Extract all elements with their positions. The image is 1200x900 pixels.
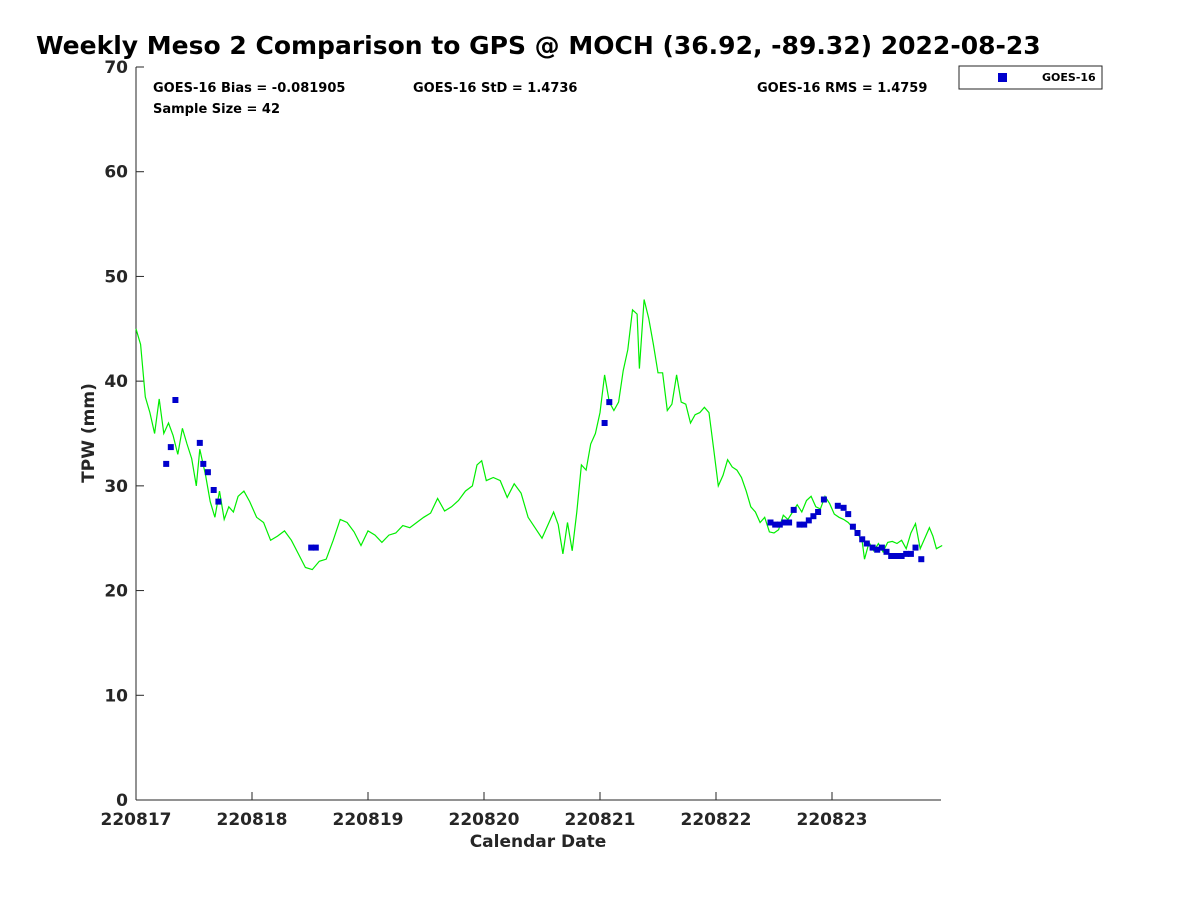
goes16-point bbox=[767, 519, 774, 526]
series-layer bbox=[135, 299, 943, 571]
x-axis-label: Calendar Date bbox=[470, 832, 607, 852]
x-tick-label: 220823 bbox=[797, 810, 868, 830]
goes16-point bbox=[215, 498, 222, 505]
y-tick-label: 70 bbox=[104, 58, 128, 78]
goes16-point bbox=[903, 550, 910, 557]
legend: GOES-16 bbox=[958, 65, 1103, 90]
goes16-point bbox=[810, 513, 817, 520]
std-stat: GOES-16 StD = 1.4736 bbox=[413, 81, 577, 96]
sample-size-stat: Sample Size = 42 bbox=[153, 102, 280, 117]
goes16-point bbox=[781, 519, 788, 526]
goes16-point bbox=[312, 544, 319, 551]
goes16-point bbox=[606, 399, 613, 406]
x-tick-label: 220817 bbox=[101, 810, 172, 830]
y-tick-label: 40 bbox=[104, 372, 128, 392]
goes16-point bbox=[805, 517, 812, 524]
legend-label-goes16: GOES-16 bbox=[1042, 71, 1096, 84]
y-axis-label: TPW (mm) bbox=[79, 383, 99, 483]
y-axis-ticks: 0 10 20 30 40 50 60 70 bbox=[104, 58, 144, 811]
goes16-point bbox=[796, 521, 803, 528]
goes16-point bbox=[854, 530, 861, 536]
goes16-point bbox=[776, 521, 783, 528]
goes16-point bbox=[772, 521, 779, 528]
y-tick-label: 60 bbox=[104, 163, 128, 183]
goes16-point bbox=[196, 439, 203, 446]
goes16-point bbox=[815, 509, 822, 515]
goes16-point bbox=[204, 469, 211, 476]
goes16-point bbox=[308, 544, 315, 551]
legend-marker-goes16 bbox=[998, 73, 1007, 82]
goes16-point bbox=[163, 460, 170, 467]
goes16-point bbox=[869, 544, 876, 551]
rms-stat: GOES-16 RMS = 1.4759 bbox=[757, 81, 927, 96]
goes16-point bbox=[849, 523, 856, 530]
goes16-point bbox=[845, 511, 852, 518]
goes16-point bbox=[859, 536, 866, 543]
x-tick-label: 220819 bbox=[333, 810, 404, 830]
legend-box bbox=[958, 65, 1103, 90]
y-tick-label: 0 bbox=[116, 791, 128, 811]
goes16-point bbox=[894, 553, 900, 559]
goes16-point bbox=[172, 397, 179, 403]
x-axis-ticks: 220817 220818 220819 220820 220821 220822 2208… bbox=[101, 792, 868, 830]
goes16-point bbox=[878, 544, 885, 551]
gps-tpw-line bbox=[135, 299, 943, 571]
y-tick-label: 50 bbox=[104, 267, 128, 287]
goes16-point bbox=[801, 521, 808, 528]
goes16-point bbox=[820, 496, 827, 503]
goes16-point bbox=[888, 553, 895, 559]
goes16-point bbox=[840, 504, 847, 511]
goes16-point bbox=[918, 556, 925, 563]
y-tick-label: 10 bbox=[104, 686, 128, 706]
y-tick-label: 30 bbox=[104, 477, 128, 497]
goes16-point bbox=[790, 506, 797, 513]
goes16-point bbox=[210, 487, 217, 493]
goes16-point bbox=[898, 553, 905, 559]
goes16-point bbox=[912, 544, 919, 551]
goes16-point bbox=[200, 460, 207, 467]
x-tick-label: 220820 bbox=[449, 810, 520, 830]
goes16-point bbox=[786, 519, 793, 526]
x-tick-label: 220822 bbox=[681, 810, 752, 830]
goes16-point bbox=[883, 548, 890, 555]
chart-title: Weekly Meso 2 Comparison to GPS @ MOCH (… bbox=[36, 31, 1041, 60]
y-tick-label: 20 bbox=[104, 582, 128, 602]
goes16-point bbox=[907, 550, 914, 557]
goes16-point bbox=[167, 444, 174, 451]
plot-axes bbox=[135, 67, 941, 801]
goes16-point bbox=[863, 540, 870, 547]
goes16-point bbox=[601, 420, 608, 426]
goes16-point bbox=[834, 502, 841, 509]
bias-stat: GOES-16 Bias = -0.081905 bbox=[153, 81, 345, 96]
goes16-point bbox=[874, 546, 881, 553]
x-tick-label: 220821 bbox=[565, 810, 636, 830]
x-tick-label: 220818 bbox=[217, 810, 288, 830]
